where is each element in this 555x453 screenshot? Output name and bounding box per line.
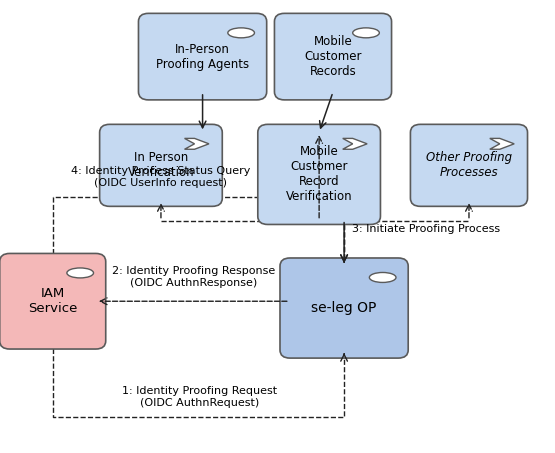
Ellipse shape <box>67 268 93 278</box>
FancyBboxPatch shape <box>410 124 527 207</box>
Text: In Person
Verification: In Person Verification <box>128 151 194 179</box>
Ellipse shape <box>228 28 254 38</box>
Text: 1: Identity Proofing Request
(OIDC AuthnRequest): 1: Identity Proofing Request (OIDC Authn… <box>122 386 278 408</box>
Polygon shape <box>490 139 514 149</box>
Polygon shape <box>184 139 209 149</box>
Text: 4: Identity Process Status Query
(OIDC UserInfo request): 4: Identity Process Status Query (OIDC U… <box>71 166 251 188</box>
Text: Mobile
Customer
Record
Verification: Mobile Customer Record Verification <box>286 145 352 203</box>
FancyBboxPatch shape <box>139 14 267 100</box>
FancyBboxPatch shape <box>0 254 105 349</box>
Text: In-Person
Proofing Agents: In-Person Proofing Agents <box>156 43 249 71</box>
Text: 2: Identity Proofing Response
(OIDC AuthnResponse): 2: Identity Proofing Response (OIDC Auth… <box>112 266 275 288</box>
Ellipse shape <box>352 28 380 38</box>
FancyBboxPatch shape <box>280 258 408 358</box>
FancyBboxPatch shape <box>258 125 380 225</box>
Text: IAM
Service: IAM Service <box>28 287 77 315</box>
Text: 3: Initiate Proofing Process: 3: Initiate Proofing Process <box>352 224 501 234</box>
Text: se-leg OP: se-leg OP <box>311 301 377 315</box>
Polygon shape <box>342 139 367 149</box>
Text: Mobile
Customer
Records: Mobile Customer Records <box>304 35 362 78</box>
Text: Other Proofing
Processes: Other Proofing Processes <box>426 151 512 179</box>
FancyBboxPatch shape <box>100 124 222 207</box>
FancyBboxPatch shape <box>274 14 391 100</box>
Ellipse shape <box>370 273 396 283</box>
